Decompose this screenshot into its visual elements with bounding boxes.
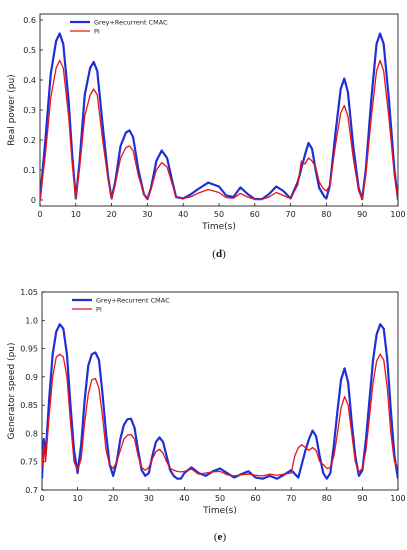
panel-label: (d) (212, 248, 226, 260)
y-axis-label: Generator speed (pu) (7, 342, 17, 439)
series-line-pi (42, 353, 398, 477)
y-tick-label: 1.0 (25, 316, 38, 325)
y-tick-label: 0.1 (23, 166, 36, 175)
x-tick-label: 70 (286, 494, 296, 503)
x-tick-label: 30 (144, 494, 154, 503)
series-line-pi (40, 59, 398, 201)
x-tick-label: 40 (179, 494, 189, 503)
chart-panel-e: 0 10 20 30 40 50 60 70 80 90 100 0.7 0.75 0.8 0.85 0.9 0… (7, 288, 406, 543)
x-tick-label: 70 (286, 210, 296, 219)
y-tick-label: 0.9 (25, 373, 38, 382)
y-tick-label: 0.7 (25, 486, 38, 495)
y-tick-label: 0.4 (23, 76, 36, 85)
x-tick-label: 30 (142, 210, 152, 219)
x-tick-label: 10 (73, 494, 83, 503)
y-tick-label: 0.95 (20, 345, 38, 354)
x-tick-label: 20 (107, 210, 117, 219)
x-tick-label: 80 (322, 494, 332, 503)
x-tick-label: 60 (250, 210, 260, 219)
panel-label-close: ) (222, 248, 226, 260)
x-tick-label: 0 (39, 494, 44, 503)
series-line-grey-recurrent-cmac (42, 323, 398, 480)
panel-label: (e) (214, 531, 227, 543)
x-tick-label: 10 (71, 210, 81, 219)
x-tick-label: 90 (357, 210, 367, 219)
legend-entry: Grey+Recurrent CMAC (96, 296, 170, 304)
series-group (42, 323, 398, 480)
x-tick-label: 50 (214, 210, 224, 219)
legend-entry: PI (96, 305, 102, 313)
x-axis-label: Time(s) (202, 506, 237, 516)
x-tick-label: 90 (357, 494, 367, 503)
x-tick-label: 20 (108, 494, 118, 503)
y-tick-label: 1.05 (20, 288, 38, 297)
y-tick-label: 0.8 (25, 429, 38, 438)
y-tick-label: 0.85 (20, 401, 38, 410)
x-tick-label: 100 (390, 210, 405, 219)
y-tick-label: 0.75 (20, 458, 38, 467)
y-tick-label: 0.5 (23, 46, 36, 55)
y-tick-label: 0.2 (23, 136, 36, 145)
y-tick-label: 0.6 (23, 16, 36, 25)
x-tick-label: 50 (215, 494, 225, 503)
panel-label-close: ) (222, 531, 226, 543)
x-axis-label: Time(s) (201, 222, 236, 232)
chart-panel-d: 0 10 20 30 40 50 60 70 80 90 100 0 0.1 0.2 0.3 0.4 0.5 0.… (7, 13, 406, 260)
legend-entry: PI (94, 27, 100, 35)
y-tick-label: 0 (31, 196, 36, 205)
x-tick-label: 80 (321, 210, 331, 219)
panel-label-letter: e (218, 531, 223, 543)
legend-entry: Grey+Recurrent CMAC (94, 18, 168, 26)
panel-label-open: ( (214, 531, 218, 543)
x-tick-label: 100 (390, 494, 405, 503)
x-tick-label: 40 (178, 210, 188, 219)
series-group (40, 32, 398, 201)
x-tick-label: 0 (37, 210, 42, 219)
y-tick-label: 0.3 (23, 106, 36, 115)
plot-frame (39, 13, 399, 207)
plot-frame (41, 291, 399, 491)
x-tick-label: 60 (251, 494, 261, 503)
series-line-grey-recurrent-cmac (40, 32, 398, 201)
panel-label-letter: d (216, 248, 222, 260)
y-axis-label: Real power (pu) (7, 74, 17, 145)
panel-label-open: ( (212, 248, 216, 260)
